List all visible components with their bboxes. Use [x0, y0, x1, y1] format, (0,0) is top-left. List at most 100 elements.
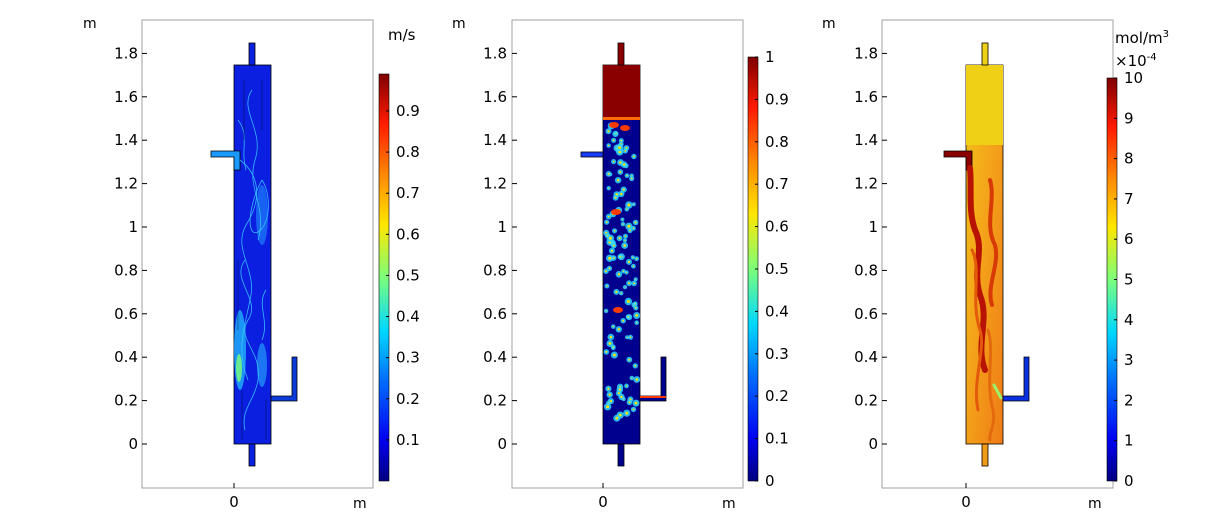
- colorbar-tick-label: 0.1: [396, 431, 420, 449]
- bubble-core: [624, 239, 626, 241]
- bubble-core: [628, 282, 630, 285]
- y-tick-label: 0: [497, 435, 507, 453]
- colorbar-tick-label: 0.2: [765, 387, 789, 405]
- bubble-core: [627, 260, 631, 263]
- reactor-field: [210, 42, 298, 467]
- bubble-core: [607, 387, 610, 390]
- y-tick-label: 1.2: [114, 175, 138, 193]
- reactor-field: [580, 42, 667, 467]
- bubble-core: [609, 400, 613, 403]
- y-tick-label: 0.8: [854, 261, 878, 279]
- bubble-core: [622, 319, 625, 322]
- y-axis-ticks: 0 0.2 0.4 0.6 0.8 1 1.2 1.4 1.6 1.8: [483, 44, 517, 453]
- x-axis-unit: m: [1088, 496, 1102, 512]
- domain-top-pipe: [981, 42, 989, 66]
- colorbar-tick-label: 8: [1124, 150, 1134, 168]
- bubble-core: [633, 155, 635, 158]
- bubble-core: [622, 223, 624, 225]
- colorbar-tick-label: 0.3: [396, 349, 420, 367]
- y-tick-label: 1.6: [854, 88, 878, 106]
- colorbar-tick-label: 0.9: [765, 90, 789, 108]
- bubble-core: [625, 411, 629, 415]
- bubble-core: [630, 177, 633, 180]
- colorbar-tick-label: 1: [765, 48, 775, 66]
- colorbar-tick-label: 0.7: [396, 184, 420, 202]
- y-tick-label: 0.2: [483, 392, 507, 410]
- colorbar-tick-label: 0.7: [765, 175, 789, 193]
- domain-top-pipe: [248, 42, 256, 66]
- y-tick-label: 1.2: [854, 175, 878, 193]
- y-tick-label: 1.4: [114, 131, 138, 149]
- bubble-core: [627, 203, 631, 207]
- bubble-core: [608, 342, 612, 345]
- colorbar-tick-label: 0.6: [765, 218, 789, 236]
- y-tick-label: 1.6: [114, 88, 138, 106]
- colorbar-tick-label: 0.1: [765, 430, 789, 448]
- y-tick-label: 1.8: [483, 44, 507, 62]
- colorbar-scale-exponent: -4: [1147, 52, 1157, 63]
- bubble-core: [635, 378, 639, 381]
- y-tick-label: 0.2: [114, 392, 138, 410]
- y-tick-label: 0.8: [114, 261, 138, 279]
- bubble-core: [635, 258, 638, 260]
- colorbar-tick-label: 0.5: [396, 266, 420, 284]
- bubble-core: [615, 290, 618, 293]
- bubble-core: [634, 303, 637, 305]
- bubble-core: [631, 377, 633, 379]
- bubble-core: [632, 256, 634, 258]
- x-tick-label: 0: [229, 493, 239, 511]
- bubble-core: [619, 171, 622, 173]
- bubble-core: [605, 350, 608, 353]
- bubble-core: [624, 235, 627, 237]
- bubble-core: [617, 328, 620, 331]
- large-bubble: [613, 307, 623, 313]
- y-tick-label: 1.2: [483, 175, 507, 193]
- bubble-core: [607, 130, 610, 133]
- bubble-field: [603, 122, 641, 422]
- bubble-core: [610, 249, 614, 252]
- y-tick-label: 0.4: [114, 348, 138, 366]
- large-bubble: [609, 122, 619, 128]
- bubble-core: [615, 132, 617, 134]
- streamlines: [237, 89, 269, 431]
- bubble-core: [618, 413, 622, 417]
- colorbar-tick-label: 1: [1124, 432, 1134, 450]
- bubble-core: [612, 346, 614, 348]
- bubble-core: [608, 393, 611, 396]
- colorbar-unit-exponent: 3: [1163, 29, 1169, 40]
- y-axis-ticks: 0 0.2 0.4 0.6 0.8 1 1.2 1.4 1.6 1.8: [854, 44, 887, 453]
- colorbar-tick-label: 0.6: [396, 225, 420, 243]
- bubble-core: [633, 282, 635, 285]
- colorbar-ticks: 0 1 2 3 4 5 6 7 8 9 10: [1114, 69, 1143, 490]
- bubble-core: [620, 395, 623, 399]
- colorbar-scale: ×10-4: [1115, 52, 1157, 70]
- bubble-core: [621, 219, 623, 220]
- y-tick-label: 0.6: [483, 305, 507, 323]
- domain-outlet-pipe: [639, 356, 667, 402]
- bubble-core: [618, 237, 621, 240]
- y-tick-label: 0.4: [483, 348, 507, 366]
- panel-concentration: m m 00.20.40.60.811.21.41.61.8 0 mol/m3: [822, 16, 1169, 512]
- colorbar: m/s 0.1 0.2 0.3 0.4 0.5 0.6 0.7 0.8 0.9: [378, 26, 420, 482]
- colorbar-tick-label: 0: [1124, 472, 1134, 490]
- bubble-core: [634, 364, 637, 367]
- y-axis-ticks: 0 0.2 0.4 0.6 0.8 1 1.2 1.4 1.6 1.8: [114, 44, 147, 453]
- large-bubble: [620, 125, 630, 131]
- bubble-core: [612, 139, 615, 142]
- bubble-core: [632, 265, 635, 267]
- bubble-core: [607, 144, 610, 147]
- colorbar-tick-label: 0.4: [396, 308, 420, 326]
- bubble-core: [608, 236, 612, 240]
- bubble-core: [605, 270, 607, 273]
- flow-jet-region: [236, 354, 242, 382]
- flow-jet-region: [256, 185, 268, 245]
- outlet-interface: [640, 396, 666, 398]
- y-tick-label: 0.6: [854, 305, 878, 323]
- bubble-core: [633, 203, 635, 205]
- y-tick-label: 0: [128, 435, 138, 453]
- bubble-core: [620, 192, 623, 196]
- domain-bottom-pipe: [617, 443, 625, 467]
- bubble-core: [622, 270, 625, 272]
- colorbar: 0 0.1 0.2 0.3 0.4 0.5 0.6 0.7 0.8 0.9 1: [747, 48, 789, 490]
